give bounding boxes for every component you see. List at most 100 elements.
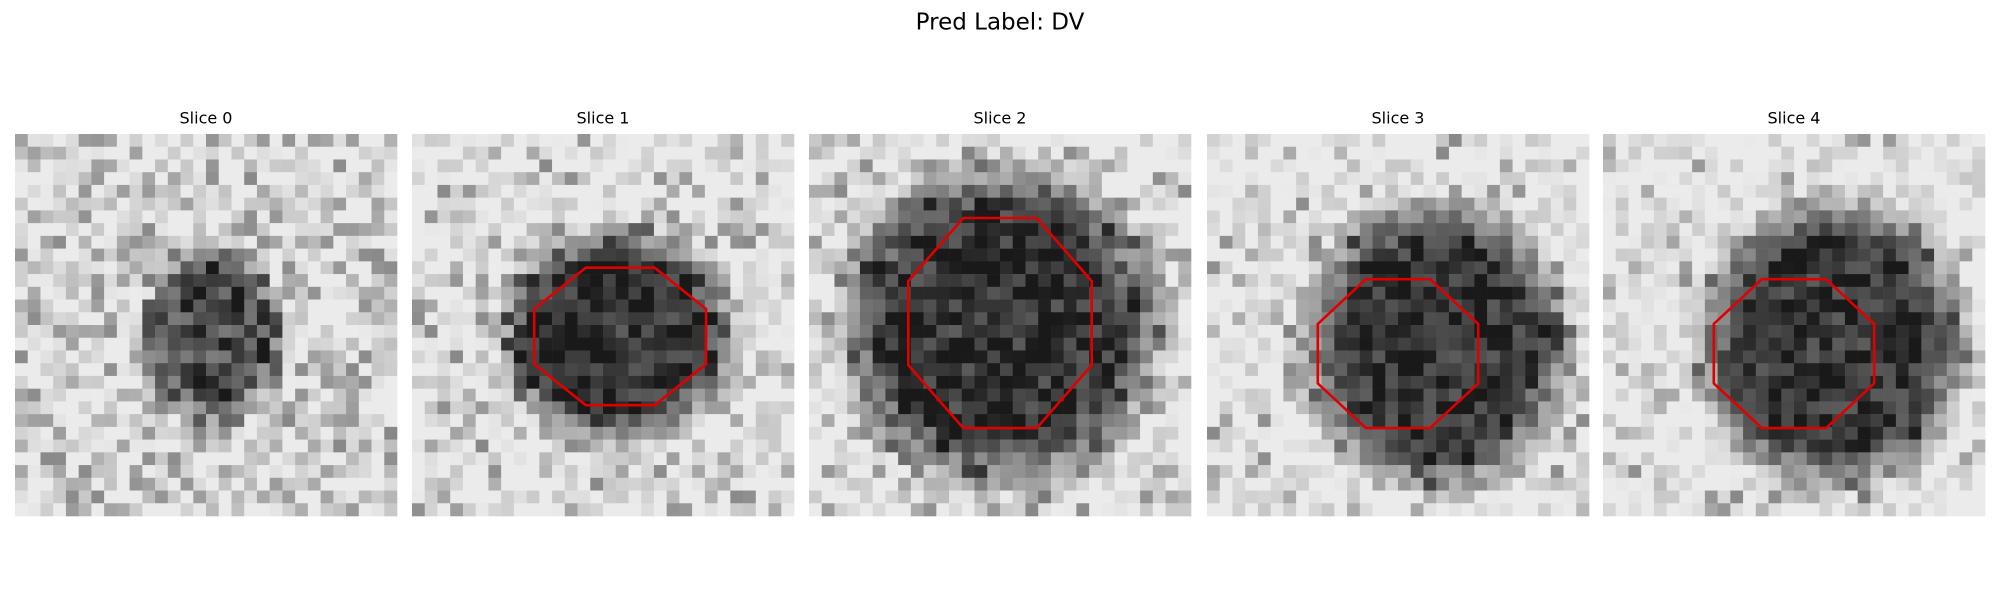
pixel: [1870, 388, 1884, 402]
pixel: [1538, 134, 1552, 148]
pixel: [1743, 401, 1757, 415]
pixel: [218, 375, 232, 389]
pixel: [450, 439, 464, 453]
pixel: [923, 325, 937, 339]
pixel: [526, 248, 540, 262]
pixel: [358, 286, 372, 300]
pixel: [1641, 197, 1655, 211]
pixel: [1832, 210, 1846, 224]
pixel: [1550, 363, 1564, 377]
pixel: [475, 248, 489, 262]
pixel: [641, 350, 655, 364]
pixel: [1283, 452, 1297, 466]
pixel: [1628, 235, 1642, 249]
pixel: [1628, 477, 1642, 491]
pixel: [1114, 490, 1128, 504]
pixel: [462, 274, 476, 288]
pixel: [1152, 312, 1166, 326]
pixel: [1165, 274, 1179, 288]
pixel: [1487, 439, 1501, 453]
pixel: [539, 363, 553, 377]
pixel: [65, 312, 79, 326]
pixel: [885, 477, 899, 491]
pixel: [1768, 439, 1782, 453]
pixel: [1692, 363, 1706, 377]
pixel: [91, 159, 105, 173]
pixel: [282, 235, 296, 249]
pixel: [513, 503, 527, 517]
pixel: [180, 261, 194, 275]
pixel: [1857, 490, 1871, 504]
pixel: [142, 312, 156, 326]
pixel: [1908, 452, 1922, 466]
pixel: [1207, 388, 1221, 402]
pixel: [424, 184, 438, 198]
pixel: [552, 172, 566, 186]
pixel: [1308, 146, 1322, 160]
pixel: [1781, 426, 1795, 440]
pixel: [1359, 299, 1373, 313]
pixel: [1794, 426, 1808, 440]
pixel: [1512, 184, 1526, 198]
pixel: [269, 503, 283, 517]
pixel: [1525, 477, 1539, 491]
pixel: [1038, 159, 1052, 173]
pixel: [1152, 465, 1166, 479]
pixel: [104, 388, 118, 402]
pixel: [1050, 159, 1064, 173]
pixel: [1436, 134, 1450, 148]
pixel: [1232, 439, 1246, 453]
pixel: [987, 235, 1001, 249]
pixel: [564, 503, 578, 517]
pixel: [1692, 388, 1706, 402]
pixel: [256, 350, 270, 364]
pixel: [1692, 337, 1706, 351]
pixel: [1972, 146, 1986, 160]
pixel: [1550, 477, 1564, 491]
pixel: [1219, 210, 1233, 224]
pixel: [872, 452, 886, 466]
pixel: [218, 452, 232, 466]
pixel: [142, 248, 156, 262]
pixel: [1000, 184, 1014, 198]
pixel: [167, 388, 181, 402]
pixel: [615, 248, 629, 262]
pixel: [1730, 465, 1744, 479]
pixel: [1679, 274, 1693, 288]
pixel: [1089, 134, 1103, 148]
pixel: [1270, 184, 1284, 198]
pixel: [180, 388, 194, 402]
pixel: [1512, 248, 1526, 262]
pixel: [1603, 223, 1617, 237]
pixel: [1653, 286, 1667, 300]
pixel: [269, 439, 283, 453]
pixel: [923, 350, 937, 364]
pixel: [269, 325, 283, 339]
pixel: [1245, 197, 1259, 211]
pixel: [104, 452, 118, 466]
pixel: [1525, 197, 1539, 211]
pixel: [180, 286, 194, 300]
pixel: [666, 235, 680, 249]
pixel: [1832, 337, 1846, 351]
pixel: [358, 439, 372, 453]
pixel: [717, 235, 731, 249]
pixel: [1423, 197, 1437, 211]
pixel: [1423, 363, 1437, 377]
pixel: [1806, 350, 1820, 364]
pixel: [692, 325, 706, 339]
pixel: [755, 452, 769, 466]
pixel: [155, 426, 169, 440]
pixel: [346, 299, 360, 313]
pixel: [1025, 312, 1039, 326]
pixel: [1114, 337, 1128, 351]
pixel: [1474, 184, 1488, 198]
pixel: [1063, 477, 1077, 491]
pixel: [65, 363, 79, 377]
pixel: [821, 159, 835, 173]
pixel: [577, 363, 591, 377]
pixel: [987, 172, 1001, 186]
pixel: [1283, 490, 1297, 504]
pixel: [1038, 477, 1052, 491]
pixel: [666, 350, 680, 364]
